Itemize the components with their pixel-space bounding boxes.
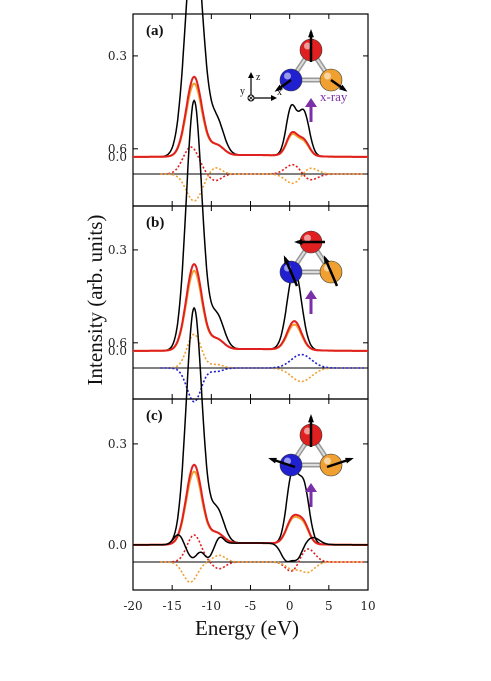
y-tick-label: 0.6 — [108, 142, 127, 156]
atom-highlight — [324, 457, 331, 465]
z-axis-letter: z — [256, 72, 261, 83]
series-line-4 — [160, 353, 365, 403]
panel-c: 0.0 0.3 0.6 (c) — [108, 306, 369, 591]
y-tick-label: 0.6 — [108, 336, 127, 350]
series-line-2 — [133, 262, 368, 352]
x-tick-label: -5 — [245, 599, 257, 613]
series-line-0 — [133, 306, 368, 546]
series-line-2 — [133, 463, 368, 546]
x-tick-label: 0 — [286, 599, 294, 613]
molecule-inset — [268, 414, 354, 507]
y-tick-label: 0.0 — [108, 150, 127, 164]
series-line-3 — [160, 534, 365, 572]
xray-arrow-head — [305, 483, 317, 492]
atom-highlight — [324, 72, 331, 80]
z-axis-head — [248, 72, 254, 78]
series-line-1 — [133, 470, 368, 546]
spin-arrow-head — [274, 84, 283, 92]
atom-highlight — [304, 427, 311, 435]
series-line-5 — [133, 534, 368, 563]
x-tick-label: -20 — [123, 599, 142, 613]
spin-arrow-head — [283, 255, 290, 264]
series-line-3 — [160, 333, 365, 383]
xray-label: x-ray — [320, 89, 348, 104]
molecule-inset — [274, 29, 348, 122]
spin-arrow-head — [294, 239, 303, 245]
series-line-0 — [133, 99, 368, 352]
panel-frame — [132, 13, 369, 207]
x-tick-label: -15 — [163, 599, 182, 613]
x-tick-labels: -20 -15 -10 -5 0 5 10 — [123, 599, 375, 613]
series-line-4 — [160, 554, 365, 584]
spin-arrow-head — [308, 29, 314, 38]
x-tick-label: 5 — [325, 599, 333, 613]
y-tick-label: 0.3 — [108, 437, 127, 451]
xray-arrow-head — [305, 290, 317, 299]
xray-arrow-head — [305, 98, 317, 107]
x-axis-title: Energy (eV) — [195, 616, 299, 640]
y-tick-label: 0.3 — [108, 243, 127, 257]
y-axis-letter: y — [240, 86, 245, 97]
spin-arrow-head — [345, 457, 354, 464]
y-tick-label: 0.3 — [108, 49, 127, 63]
y-axis-cross — [248, 95, 254, 101]
series-line-3 — [160, 146, 365, 182]
series-line-2 — [133, 75, 368, 158]
series-line-4 — [160, 166, 365, 202]
atom-highlight — [304, 42, 311, 50]
y-tick-label: 0.0 — [108, 538, 127, 552]
x-tick-label: -10 — [202, 599, 221, 613]
atom-highlight — [304, 234, 311, 242]
spin-arrow-head — [339, 84, 348, 92]
atom-highlight — [284, 72, 291, 80]
molecule-inset — [279, 230, 343, 314]
spin-arrow-head — [308, 414, 314, 423]
y-tick-label: 0.0 — [108, 344, 127, 358]
panel-label: (a) — [146, 23, 164, 39]
x-tick-label: 10 — [360, 599, 375, 613]
x-axis-head — [271, 95, 277, 101]
panel-b: 0.0 0.3 0.6 (b) — [108, 99, 369, 403]
x-axis-letter: x — [277, 87, 282, 98]
spin-arrow-head — [268, 457, 277, 464]
panel-a: 0.0 0.3 0.6 (a) x-ray z x y — [108, 0, 369, 207]
y-axis-title: Intensity (arb. units) — [83, 215, 107, 386]
panel-frame — [132, 205, 369, 400]
spin-arrow-head — [323, 255, 330, 264]
panel-label: (c) — [146, 408, 163, 424]
panel-label: (b) — [146, 215, 164, 231]
